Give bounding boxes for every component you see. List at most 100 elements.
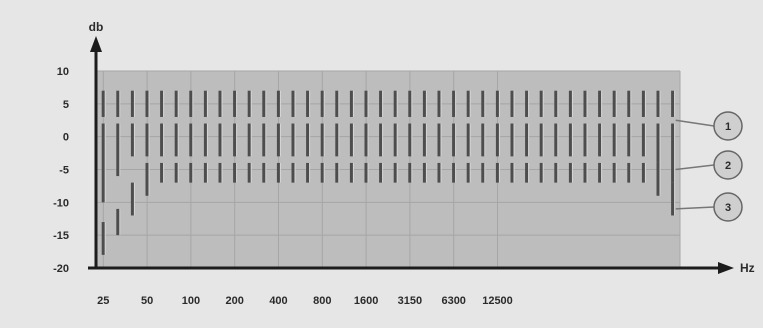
band-bar-3 xyxy=(349,162,354,183)
band-bar-2 xyxy=(160,123,164,157)
band-bar-1 xyxy=(539,90,543,117)
band-bar-2 xyxy=(452,123,456,157)
band-bar-highlight-3 xyxy=(133,182,135,216)
band-bar-1 xyxy=(525,90,529,117)
y-tick-label: 5 xyxy=(63,99,69,111)
band-bar-3 xyxy=(466,162,470,183)
band-bar-highlight-3 xyxy=(294,162,296,183)
band-bar-1 xyxy=(116,90,120,117)
band-bar-highlight-2 xyxy=(440,123,442,157)
band-bar-3 xyxy=(539,162,543,183)
band-bar-highlight-1 xyxy=(644,90,646,117)
band-bar-3 xyxy=(510,162,514,183)
band-bar-highlight-2 xyxy=(177,123,179,157)
band-bar-highlight-1 xyxy=(148,90,150,117)
band-bar-3 xyxy=(656,162,660,196)
x-tick-label: 800 xyxy=(313,295,331,307)
band-bar-highlight-3 xyxy=(177,162,179,183)
band-bar-1 xyxy=(145,90,149,117)
band-bar-3 xyxy=(291,162,295,183)
callout-circle-2 xyxy=(713,150,743,180)
band-bar-highlight-3 xyxy=(352,162,354,183)
band-bar-highlight-2 xyxy=(644,123,646,157)
band-bar-highlight-2 xyxy=(119,123,121,177)
band-bar-3 xyxy=(276,162,281,183)
band-bar-1 xyxy=(276,90,281,117)
band-bar-1 xyxy=(641,90,646,117)
band-bar-2 xyxy=(233,123,237,157)
callout-label-2: 2 xyxy=(725,160,731,172)
band-bar-highlight-1 xyxy=(309,90,311,117)
band-bar-3 xyxy=(495,162,500,183)
band-bar-highlight-1 xyxy=(104,90,106,117)
band-bar-1 xyxy=(189,90,193,117)
band-bar-1 xyxy=(452,90,456,117)
band-bar-highlight-3 xyxy=(338,162,340,183)
band-bar-3 xyxy=(364,162,368,183)
band-bar-2 xyxy=(116,123,120,177)
band-bar-highlight-1 xyxy=(455,90,457,117)
band-bar-highlight-3 xyxy=(659,162,661,196)
y-tick-label: -20 xyxy=(53,263,69,275)
x-tick-label: 50 xyxy=(141,295,153,307)
band-bar-2 xyxy=(364,123,368,157)
band-bar-highlight-3 xyxy=(440,162,442,183)
x-tick-label: 200 xyxy=(226,295,244,307)
band-bar-highlight-3 xyxy=(192,162,194,183)
y-tick-label: -5 xyxy=(59,165,69,177)
band-bar-2 xyxy=(101,123,105,203)
band-bar-highlight-1 xyxy=(265,90,267,117)
band-bar-2 xyxy=(320,123,324,157)
band-bar-highlight-3 xyxy=(469,162,471,183)
band-bar-3 xyxy=(320,162,324,183)
band-bar-highlight-2 xyxy=(338,123,340,157)
band-bar-highlight-1 xyxy=(382,90,384,117)
band-bar-highlight-1 xyxy=(411,90,413,117)
y-axis-arrow xyxy=(90,36,102,52)
band-bar-highlight-1 xyxy=(601,90,603,117)
band-bar-highlight-1 xyxy=(221,90,223,117)
band-bar-highlight-3 xyxy=(323,162,325,183)
band-bar-highlight-2 xyxy=(367,123,369,157)
band-bar-3 xyxy=(218,162,222,183)
band-bar-2 xyxy=(408,123,412,157)
band-bar-2 xyxy=(349,123,354,157)
band-bar-highlight-2 xyxy=(630,123,632,157)
band-bar-highlight-1 xyxy=(542,90,544,117)
band-bar-highlight-2 xyxy=(133,123,135,157)
band-bar-3 xyxy=(189,162,193,183)
band-bar-highlight-2 xyxy=(221,123,223,157)
x-tick-label: 6300 xyxy=(441,295,465,307)
band-bar-2 xyxy=(174,123,178,157)
band-bar-1 xyxy=(130,90,135,117)
band-bar-highlight-3 xyxy=(250,162,252,183)
band-bar-1 xyxy=(393,90,397,117)
band-bar-highlight-3 xyxy=(119,208,121,236)
band-bar-2 xyxy=(539,123,543,157)
band-bar-highlight-2 xyxy=(469,123,471,157)
callout-label-3: 3 xyxy=(725,202,731,214)
band-bar-highlight-3 xyxy=(557,162,559,183)
band-bar-highlight-3 xyxy=(396,162,398,183)
band-bar-highlight-1 xyxy=(440,90,442,117)
band-bar-highlight-1 xyxy=(250,90,252,117)
band-bar-2 xyxy=(437,123,441,157)
band-bar-3 xyxy=(174,162,178,183)
band-bar-2 xyxy=(568,123,573,157)
band-bar-highlight-3 xyxy=(630,162,632,183)
band-bar-highlight-1 xyxy=(571,90,573,117)
y-tick-label: -10 xyxy=(53,197,69,209)
band-bar-1 xyxy=(335,90,339,117)
band-bar-highlight-2 xyxy=(279,123,281,157)
band-bar-1 xyxy=(160,90,164,117)
band-bar-2 xyxy=(335,123,339,157)
band-bar-highlight-2 xyxy=(557,123,559,157)
band-bar-highlight-1 xyxy=(206,90,208,117)
y-tick-label: 10 xyxy=(57,66,69,78)
band-bar-highlight-2 xyxy=(148,123,150,157)
series-callouts: 1 2 3 xyxy=(675,111,743,222)
band-bar-highlight-3 xyxy=(279,162,281,183)
callout-leader-1 xyxy=(675,119,715,127)
band-bar-highlight-3 xyxy=(542,162,544,183)
